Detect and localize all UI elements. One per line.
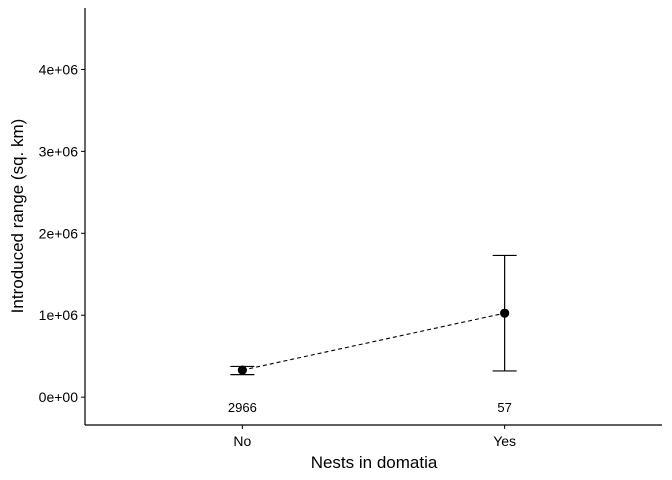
y-tick-label: 0e+00 <box>39 389 79 405</box>
y-tick-label: 2e+06 <box>39 225 79 241</box>
mean-point <box>500 308 510 318</box>
mean-point <box>237 365 247 375</box>
y-tick-label: 4e+06 <box>39 61 79 77</box>
y-axis-title: Introduced range (sq. km) <box>8 119 27 314</box>
plot-area: 0e+00 1e+06 2e+06 3e+06 4e+06 No Yes 2966 57 <box>39 8 662 449</box>
y-tick-label: 3e+06 <box>39 143 79 159</box>
mean-connector-line <box>242 312 505 371</box>
x-tick-label: No <box>233 433 251 449</box>
sample-size-label: 2966 <box>228 400 257 415</box>
y-tick-label: 1e+06 <box>39 307 79 323</box>
x-axis-title: Nests in domatia <box>311 453 438 472</box>
x-tick-label: Yes <box>493 433 516 449</box>
sample-size-label: 57 <box>497 400 511 415</box>
